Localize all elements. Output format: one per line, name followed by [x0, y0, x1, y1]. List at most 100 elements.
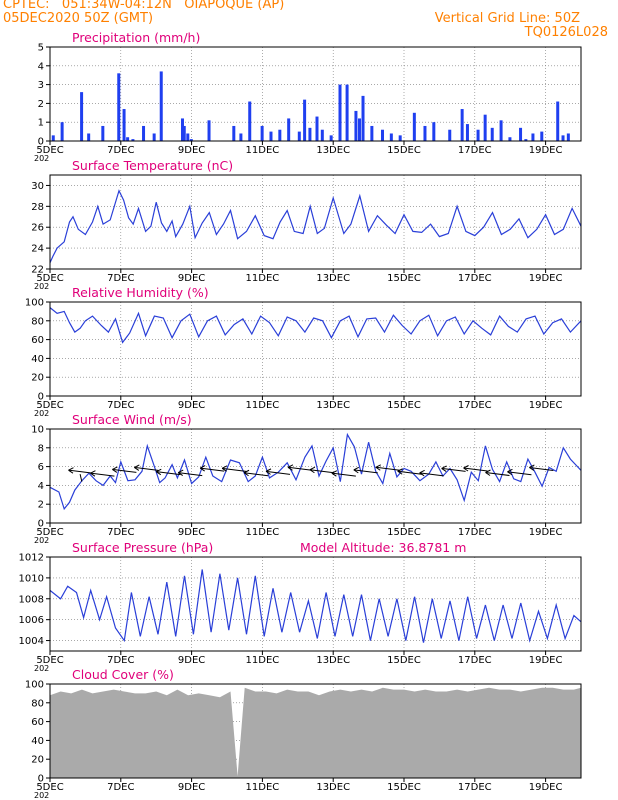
wind-arrow	[507, 471, 532, 476]
wind-arrow	[134, 466, 159, 471]
wind-arrow	[309, 469, 334, 474]
wind-arrow	[441, 467, 466, 472]
precip-bar	[87, 133, 91, 141]
x-tick-label: 13DEC	[316, 527, 350, 538]
precip-bar	[476, 129, 480, 141]
precip-bar	[320, 129, 324, 141]
x-tick-label: 9DEC	[178, 527, 205, 538]
x-year-sublabel: 202	[34, 536, 49, 545]
wind-arrow-head	[485, 469, 491, 476]
wind-arrow-head	[265, 468, 272, 475]
humidity-title: Relative Humidity (%)	[72, 285, 209, 300]
model-altitude-label: Model Altitude: 36.8781 m	[300, 540, 466, 555]
precip-bar	[126, 137, 130, 141]
precip-bar	[499, 120, 503, 141]
wind-arrow-head	[199, 465, 206, 472]
x-tick-label: 15DEC	[387, 782, 421, 793]
wind-arrow-head	[529, 464, 535, 471]
x-tick-label: 13DEC	[316, 400, 350, 411]
wind-title: Surface Wind (m/s)	[72, 412, 192, 427]
wind-arrow	[375, 466, 400, 471]
humidity-panel: 0 20 40 60 80 100 5DEC 7DEC 9DEC 11DEC 13DEC 15DEC 1…	[25, 285, 582, 418]
y-tick-label: 28	[31, 202, 44, 213]
y-tick-label: 80	[31, 316, 44, 327]
wind-arrow-head	[375, 464, 381, 471]
precip-bar	[531, 133, 535, 141]
precip-bar	[357, 118, 361, 141]
x-tick-label: 13DEC	[316, 782, 350, 793]
x-tick-label: 5DEC	[36, 273, 63, 284]
wind-arrow-head	[243, 469, 250, 477]
precip-bar	[329, 135, 333, 141]
precip-bar	[131, 139, 135, 141]
y-tick-label: 1010	[19, 573, 44, 584]
wind-arrow	[529, 466, 554, 471]
wind-arrow	[397, 470, 422, 475]
x-tick-label: 17DEC	[458, 145, 492, 156]
precip-bar	[232, 125, 236, 141]
precip-bar	[448, 129, 452, 141]
wind-arrow-head	[221, 465, 228, 472]
precip-bar	[423, 125, 427, 141]
precip-bar	[180, 118, 184, 141]
cloud-cover-title: Cloud Cover (%)	[72, 667, 174, 682]
y-tick-label: 0	[38, 392, 44, 403]
temperature-frame	[49, 174, 582, 270]
y-tick-label: 30	[31, 181, 44, 192]
x-tick-label: 7DEC	[107, 145, 134, 156]
wind-series-line	[49, 432, 582, 511]
precip-bar	[186, 133, 190, 141]
wind-arrow	[244, 472, 269, 477]
precip-bar	[142, 125, 146, 141]
y-tick-label: 0	[38, 519, 44, 530]
wind-arrow-head	[419, 469, 425, 477]
y-tick-label: 2	[38, 500, 44, 511]
x-tick-label: 7DEC	[107, 400, 134, 411]
y-tick-label: 0	[38, 774, 44, 785]
precip-bar	[122, 109, 126, 141]
wind-arrow	[178, 472, 203, 477]
y-tick-label: 2	[38, 99, 44, 110]
x-tick-label: 7DEC	[107, 527, 134, 538]
wind-arrow-head	[90, 470, 96, 477]
y-tick-label: 1012	[19, 553, 44, 564]
wind-arrow	[419, 472, 444, 477]
precip-bar	[189, 139, 193, 141]
precip-bar	[370, 125, 374, 141]
y-tick-label: 1008	[19, 594, 44, 605]
y-tick-label: 80	[31, 698, 44, 709]
x-tick-label: 9DEC	[178, 273, 205, 284]
precip-bar	[389, 133, 393, 141]
y-tick-label: 40	[31, 736, 44, 747]
precip-bar	[519, 127, 523, 141]
x-tick-label: 19DEC	[529, 655, 563, 666]
precip-bar	[398, 135, 402, 141]
humidity-series-line	[49, 307, 582, 344]
precip-bar	[556, 101, 560, 141]
x-tick-label: 7DEC	[107, 782, 134, 793]
y-tick-label: 3	[38, 80, 44, 91]
y-tick-label: 24	[31, 244, 44, 255]
wind-frame	[49, 428, 582, 524]
precip-bar	[483, 114, 487, 141]
station-line: CPTEC: 051:34W-04:12N OIAPOQUE (AP)	[3, 0, 285, 12]
x-tick-label: 9DEC	[178, 145, 205, 156]
precipitation-title: Precipitation (mm/h)	[72, 30, 200, 45]
precip-bar	[508, 137, 512, 141]
y-tick-label: 100	[25, 298, 44, 309]
cloud-cover-panel: 0 20 40 60 80 100 5DEC 7DEC 9DEC 11DEC 13DEC 15DEC 1…	[25, 667, 582, 800]
model-id: TQ0126L028	[524, 25, 608, 40]
x-tick-label: 15DEC	[387, 527, 421, 538]
y-tick-label: 8	[38, 443, 44, 454]
temperature-title: Surface Temperature (nC)	[72, 158, 233, 173]
precip-bar	[182, 125, 186, 141]
precip-bar	[239, 133, 243, 141]
x-tick-label: 7DEC	[107, 655, 134, 666]
wind-arrow-head	[331, 470, 338, 477]
humidity-frame	[49, 301, 582, 397]
wind-arrow	[156, 471, 181, 476]
wind-arrow-head	[353, 466, 360, 474]
wind-arrow-head	[309, 466, 316, 474]
y-tick-label: 5	[38, 43, 44, 54]
